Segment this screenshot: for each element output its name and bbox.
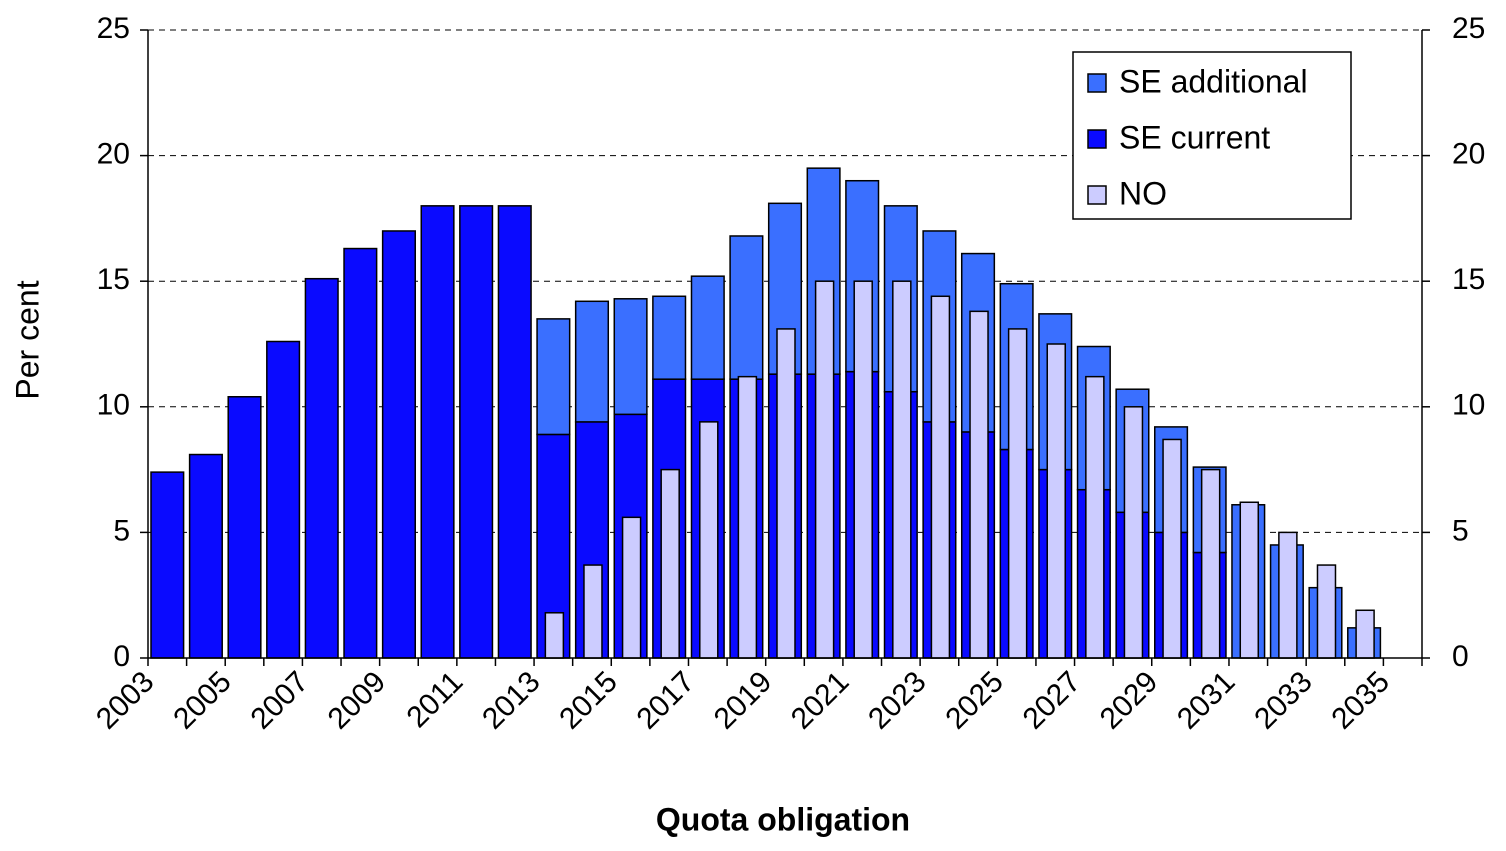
x-tick-label: 2023 bbox=[862, 665, 933, 736]
bar bbox=[1239, 501, 1260, 659]
y2-tick-label: 0 bbox=[1452, 640, 1469, 673]
y2-tick-label: 5 bbox=[1452, 514, 1469, 547]
bar-segment bbox=[150, 471, 185, 659]
bar bbox=[1007, 328, 1028, 659]
bar bbox=[1355, 609, 1375, 659]
bar bbox=[969, 310, 989, 659]
bar bbox=[583, 564, 603, 659]
bar-segment bbox=[536, 318, 571, 436]
bar-segment bbox=[729, 235, 764, 380]
x-tick-label: 2003 bbox=[90, 665, 161, 736]
bar bbox=[699, 421, 719, 659]
y-tick-label: 25 bbox=[97, 12, 130, 45]
x-axis-title: Quota obligation bbox=[656, 801, 910, 837]
bar-segment bbox=[497, 205, 532, 659]
bar-segment bbox=[304, 277, 339, 659]
bar bbox=[1123, 406, 1144, 659]
bar-segment bbox=[381, 230, 416, 659]
x-tick-label: 2025 bbox=[939, 665, 1010, 736]
bar-segment bbox=[690, 275, 725, 380]
y2-tick-label: 15 bbox=[1452, 263, 1485, 296]
legend-label: SE additional bbox=[1119, 63, 1308, 99]
bar bbox=[1316, 564, 1337, 659]
x-tick-label: 2021 bbox=[785, 665, 856, 736]
bar bbox=[660, 468, 680, 659]
bar bbox=[930, 295, 951, 659]
legend-swatch bbox=[1087, 185, 1107, 205]
legend-swatch bbox=[1087, 129, 1107, 149]
bar-segment bbox=[227, 396, 262, 659]
bar bbox=[1046, 343, 1066, 659]
bar-segment bbox=[420, 205, 455, 659]
y-tick-label: 10 bbox=[97, 389, 130, 422]
x-tick-label: 2013 bbox=[476, 665, 547, 736]
bar-segment bbox=[188, 453, 223, 659]
x-tick-label: 2015 bbox=[553, 665, 624, 736]
x-tick-label: 2031 bbox=[1171, 665, 1242, 736]
y2-tick-label: 20 bbox=[1452, 138, 1485, 171]
bar-segment bbox=[613, 298, 648, 416]
y-tick-label: 20 bbox=[97, 138, 130, 171]
bar-segment bbox=[343, 247, 378, 659]
y2-tick-label: 10 bbox=[1452, 389, 1485, 422]
y-tick-label: 5 bbox=[113, 514, 130, 547]
y-axis-title: Per cent bbox=[9, 280, 45, 399]
x-tick-label: 2035 bbox=[1325, 665, 1396, 736]
y2-tick-label: 25 bbox=[1452, 12, 1485, 45]
legend-label: SE current bbox=[1119, 119, 1270, 155]
x-tick-label: 2017 bbox=[631, 665, 702, 736]
legend-swatch bbox=[1087, 73, 1107, 93]
bar bbox=[1278, 531, 1298, 659]
y-tick-label: 15 bbox=[97, 263, 130, 296]
bar bbox=[892, 280, 912, 659]
x-tick-label: 2029 bbox=[1094, 665, 1165, 736]
bar-segment bbox=[459, 205, 494, 659]
bar bbox=[853, 280, 873, 659]
bar bbox=[737, 375, 758, 659]
bar bbox=[776, 328, 796, 659]
x-tick-label: 2027 bbox=[1017, 665, 1088, 736]
x-tick-label: 2007 bbox=[244, 665, 315, 736]
bar bbox=[1200, 468, 1221, 659]
bar bbox=[1162, 438, 1182, 659]
y-tick-label: 0 bbox=[113, 640, 130, 673]
bar bbox=[1085, 375, 1105, 659]
bar bbox=[814, 280, 835, 659]
bar-segment bbox=[652, 295, 687, 380]
x-tick-label: 2009 bbox=[322, 665, 393, 736]
bar-segment bbox=[266, 340, 301, 659]
bar bbox=[544, 612, 565, 659]
legend-label: NO bbox=[1119, 175, 1167, 211]
x-tick-label: 2005 bbox=[167, 665, 238, 736]
bar-segment bbox=[574, 300, 610, 423]
x-tick-label: 2011 bbox=[400, 665, 469, 734]
x-tick-label: 2033 bbox=[1248, 665, 1319, 736]
bar bbox=[621, 516, 642, 659]
x-tick-label: 2019 bbox=[708, 665, 779, 736]
legend-box bbox=[1072, 51, 1352, 220]
